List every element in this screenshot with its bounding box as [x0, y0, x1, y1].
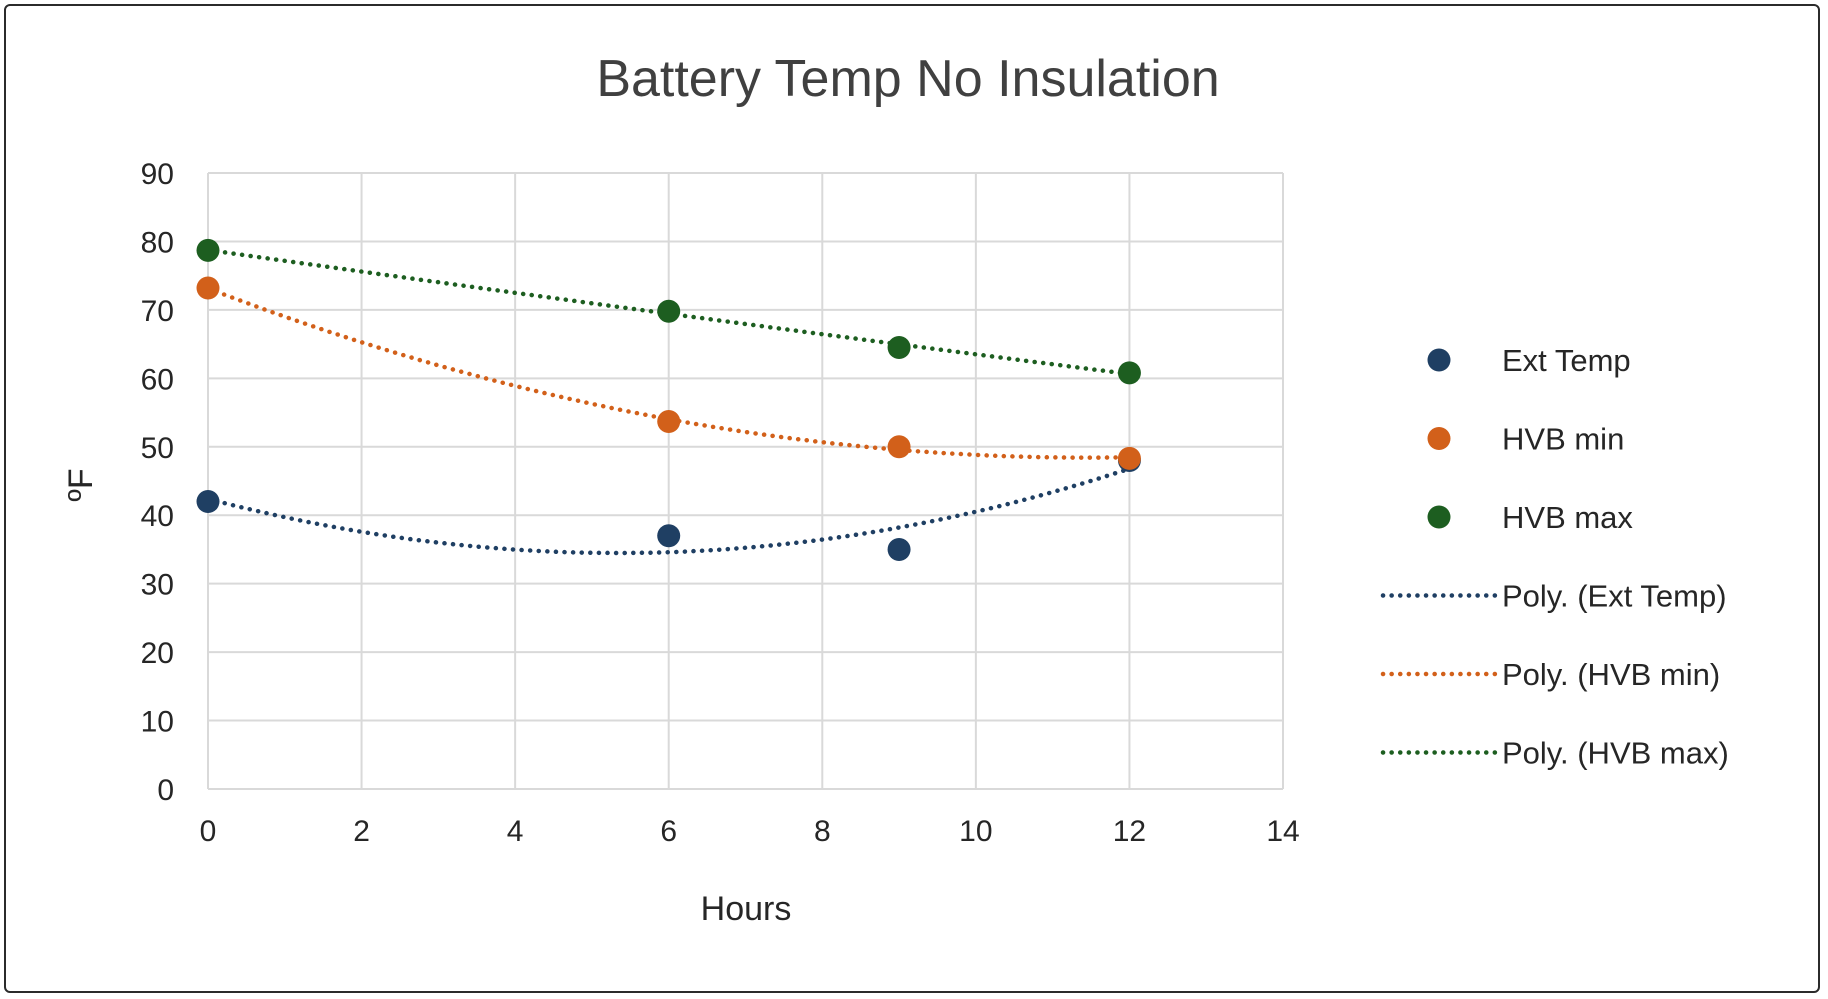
point-ext-temp [657, 524, 681, 548]
point-hvb-max [887, 336, 911, 360]
legend-label-poly-ext-temp: Poly. (Ext Temp) [1502, 579, 1727, 614]
legend-label-ext-temp: Ext Temp [1502, 343, 1631, 378]
legend: Ext Temp HVB min HVB max Poly. (Ext Temp) Po… [1380, 343, 1729, 771]
legend-label-hvb-min: HVB min [1502, 422, 1624, 457]
legend-label-poly-hvb-max: Poly. (HVB max) [1502, 736, 1729, 771]
x-tick-label: 14 [1266, 815, 1299, 848]
y-tick-label: 40 [141, 500, 174, 533]
chart-frame [4, 4, 1820, 993]
point-hvb-min [887, 435, 911, 459]
x-tick-label: 0 [200, 815, 217, 848]
legend-marker-hvb-max [1427, 505, 1451, 529]
y-tick-label: 50 [141, 432, 174, 465]
point-hvb-min [1117, 446, 1141, 470]
point-ext-temp [887, 537, 911, 561]
y-tick-label: 70 [141, 295, 174, 328]
point-hvb-max [1117, 361, 1141, 385]
point-hvb-max [657, 299, 681, 323]
y-tick-label: 20 [141, 637, 174, 670]
y-tick-label: 80 [141, 226, 174, 259]
x-tick-label: 2 [353, 815, 370, 848]
legend-label-hvb-max: HVB max [1502, 500, 1633, 535]
y-tick-label: 60 [141, 363, 174, 396]
legend-marker-ext-temp [1427, 348, 1451, 372]
chart-title: Battery Temp No Insulation [596, 50, 1219, 108]
x-tick-label: 6 [660, 815, 677, 848]
legend-marker-hvb-min [1427, 427, 1451, 450]
point-ext-temp [196, 490, 220, 514]
gridlines [207, 172, 1284, 790]
point-hvb-min [196, 276, 220, 300]
x-axis-label: Hours [701, 890, 792, 928]
y-tick-label: 90 [141, 158, 174, 191]
point-hvb-max [196, 238, 220, 262]
y-tick-label: 30 [141, 569, 174, 602]
tick-labels: 0 10 20 30 40 50 60 70 80 90 0 2 4 6 8 10 12 14 [141, 158, 1300, 848]
x-tick-label: 4 [507, 815, 524, 848]
y-tick-label: 10 [141, 706, 174, 739]
y-tick-label: 0 [157, 774, 174, 807]
trendline-ext-temp [205, 466, 1132, 556]
x-tick-label: 12 [1113, 815, 1146, 848]
data-points [196, 238, 1141, 561]
y-axis-label: ºF [62, 468, 100, 501]
point-hvb-min [657, 409, 681, 433]
x-tick-label: 8 [814, 815, 831, 848]
legend-label-poly-hvb-min: Poly. (HVB min) [1502, 657, 1720, 692]
x-tick-label: 10 [959, 815, 992, 848]
